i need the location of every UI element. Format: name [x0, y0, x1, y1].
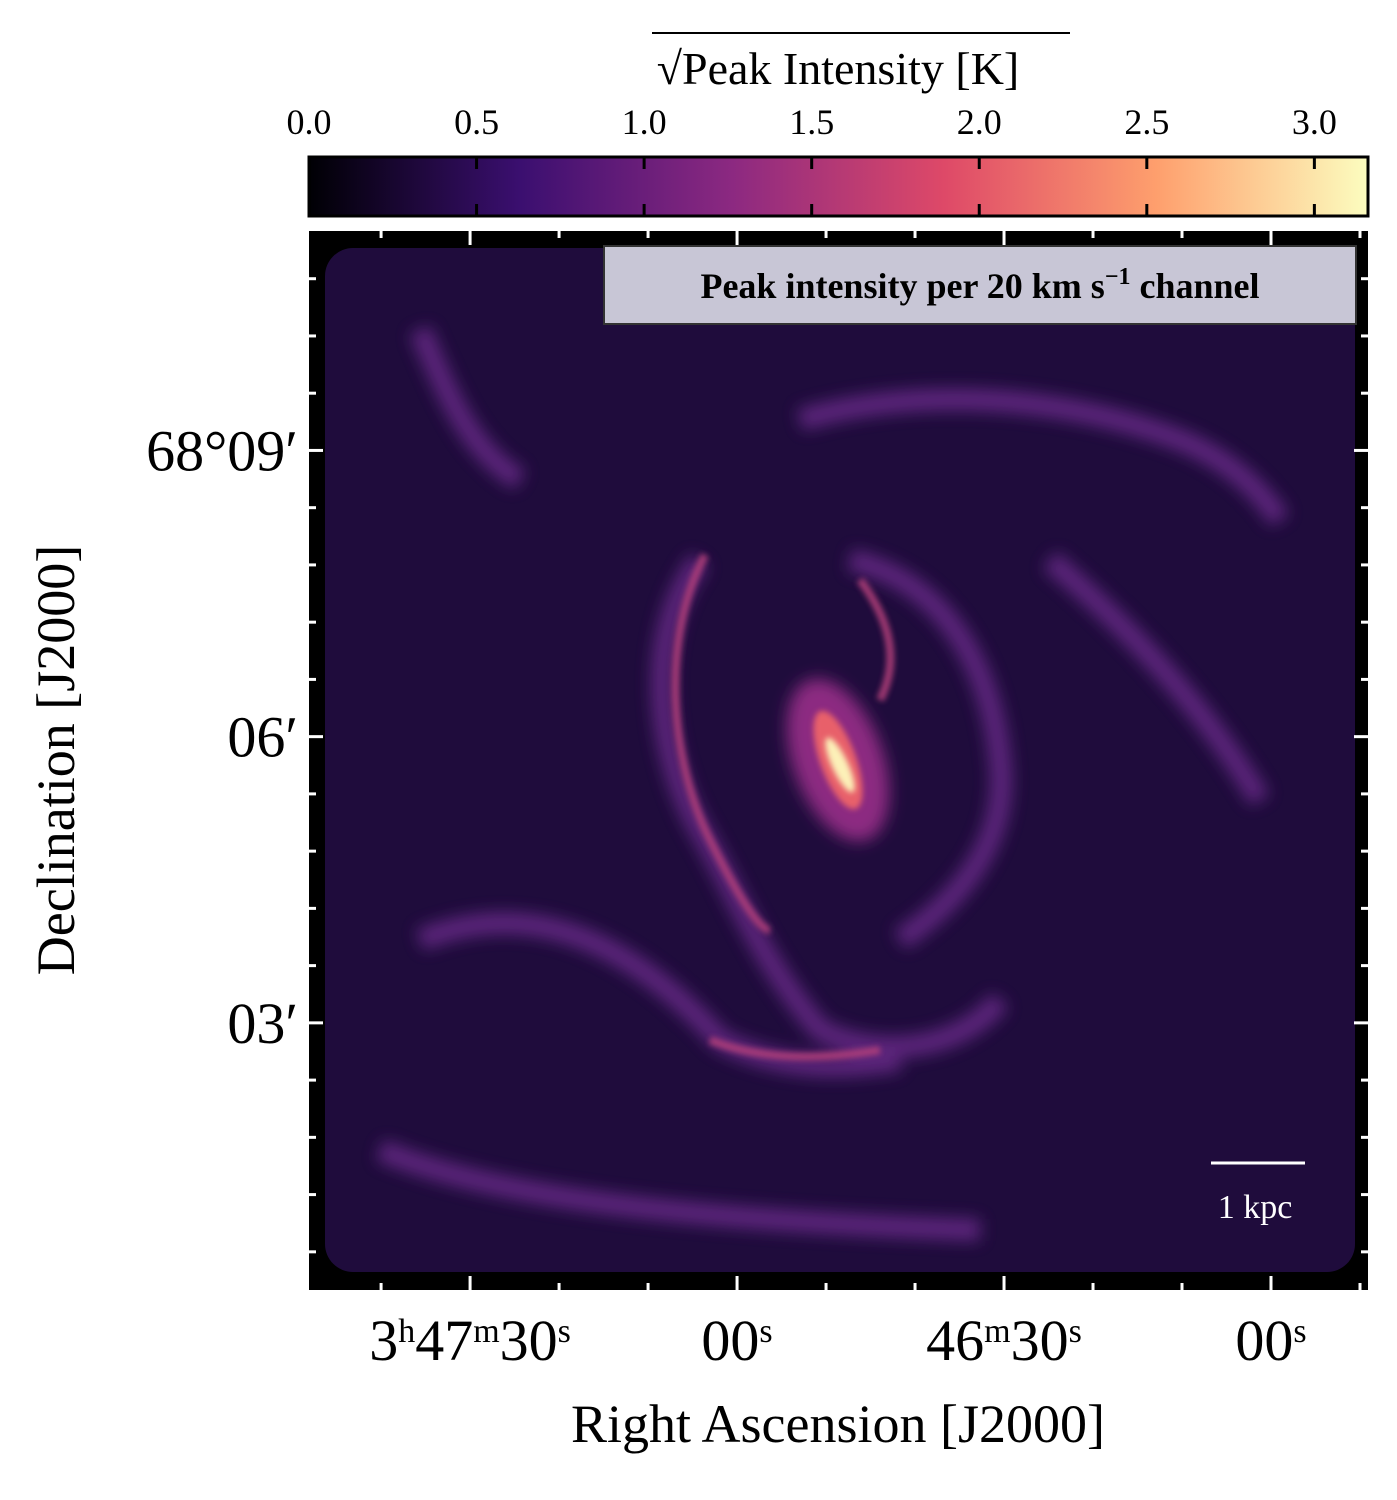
galaxy-emission — [375, 325, 1290, 1241]
colorbar-tick-label: 0.5 — [454, 102, 499, 142]
annotation-sup: −1 — [1105, 264, 1131, 290]
annotation-text: Peak intensity per 20 km s — [700, 266, 1104, 306]
x-tick-label: 00s — [1235, 1308, 1306, 1373]
colorbar-tick-label: 2.0 — [957, 102, 1002, 142]
y-tick-label: 03′ — [227, 991, 298, 1056]
scale-bar-label: 1 kpc — [1218, 1189, 1293, 1226]
annotation-box — [603, 245, 1357, 325]
x-tick-label: 46m30s — [926, 1308, 1082, 1373]
x-axis-label: Right Ascension [J2000] — [571, 1394, 1105, 1454]
y-axis-label: Declination [J2000] — [26, 545, 86, 975]
y-tick-label: 06′ — [227, 705, 298, 770]
annotation: Peak intensity per 20 km s−1 channel — [700, 264, 1259, 306]
x-tick-label: 00s — [701, 1308, 772, 1373]
colorbar-tick-label: 0.0 — [287, 102, 332, 142]
colorbar-label: √Peak Intensity [K] — [657, 43, 1020, 94]
colorbar — [307, 155, 1370, 218]
colorbar-tick-label: 3.0 — [1292, 102, 1337, 142]
y-tick-label: 68°09′ — [146, 418, 298, 483]
colorbar-tick-label: 2.5 — [1124, 102, 1169, 142]
annotation-tail: channel — [1131, 266, 1260, 306]
x-tick-label: 3h47m30s — [369, 1308, 571, 1373]
colorbar-tick-label: 1.0 — [622, 102, 667, 142]
colorbar-tick-label: 1.5 — [789, 102, 834, 142]
